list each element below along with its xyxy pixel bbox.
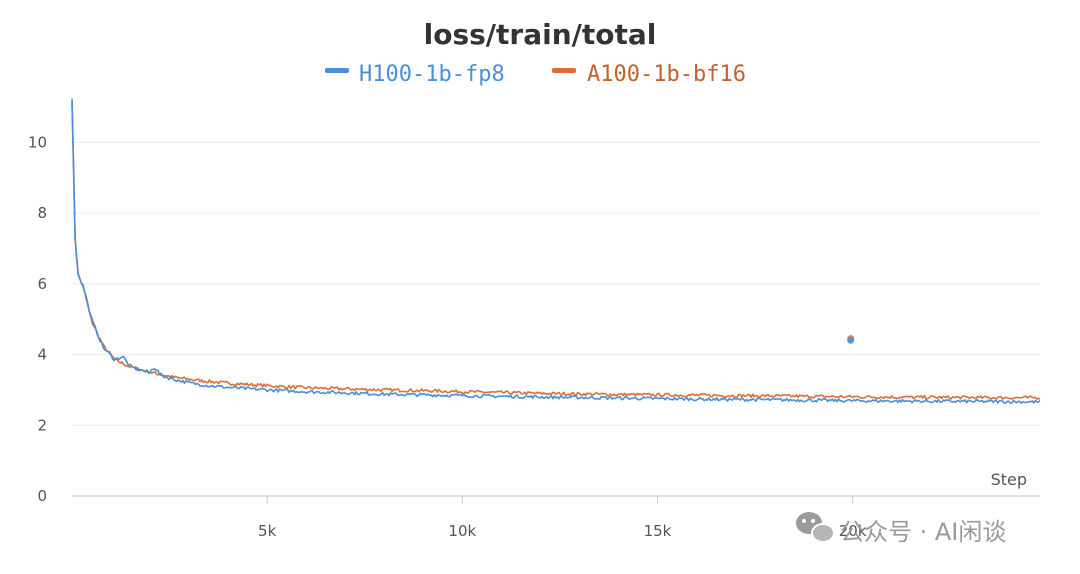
legend-item-h100[interactable]: H100-1b-fp8 <box>325 62 505 87</box>
x-tick-label: 20k <box>839 522 867 540</box>
series-line-a100[interactable] <box>71 101 1041 400</box>
chart-title: loss/train/total <box>424 18 657 51</box>
y-tick-label: 0 <box>37 487 47 505</box>
legend-swatch-h100 <box>325 68 349 73</box>
tick-labels: 0 2 4 6 8 10 5k 10k 15k 20k <box>28 133 867 540</box>
y-tick-label: 8 <box>37 204 47 222</box>
y-tick-label: 2 <box>37 416 47 434</box>
watermark-text: 公众号 · AI闲谈 <box>840 518 1006 546</box>
outlier-point <box>847 336 855 344</box>
x-axis-label: Step <box>991 470 1027 489</box>
y-tick-label: 10 <box>28 133 47 151</box>
x-tick-label: 10k <box>448 522 476 540</box>
series-line-h100[interactable] <box>71 98 1041 405</box>
grid <box>72 141 1040 426</box>
legend-label-h100: H100-1b-fp8 <box>359 62 505 87</box>
legend: H100-1b-fp8 A100-1b-bf16 <box>325 62 746 87</box>
legend-label-a100: A100-1b-bf16 <box>587 62 746 87</box>
x-axis <box>72 495 1040 504</box>
y-tick-label: 6 <box>37 275 47 293</box>
legend-item-a100[interactable]: A100-1b-bf16 <box>552 62 746 87</box>
wechat-icon <box>796 512 835 543</box>
x-tick-label: 15k <box>644 522 672 540</box>
x-tick-label: 5k <box>258 522 277 540</box>
watermark: 公众号 · AI闲谈 <box>796 512 1006 546</box>
legend-swatch-a100 <box>552 68 576 73</box>
series-layer <box>71 98 1041 405</box>
y-tick-label: 4 <box>37 346 47 364</box>
